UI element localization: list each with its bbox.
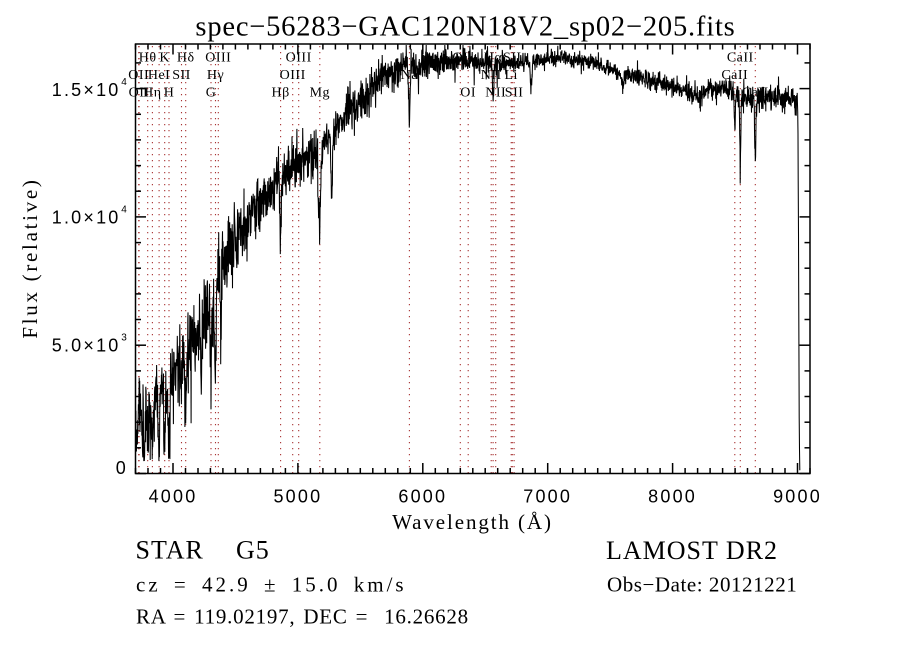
svg-text:LAMOST DR2: LAMOST DR2	[606, 536, 778, 565]
svg-text:G5: G5	[236, 536, 270, 565]
svg-text:Na: Na	[401, 68, 419, 83]
svg-text:CaII: CaII	[742, 86, 769, 101]
svg-text:3: 3	[121, 332, 127, 343]
svg-text:OI: OI	[460, 86, 476, 101]
svg-text:0: 0	[116, 458, 128, 478]
svg-text:OII: OII	[129, 86, 150, 101]
svg-text:1.5×10: 1.5×10	[52, 80, 121, 100]
svg-text:OIII: OIII	[286, 51, 312, 66]
svg-text:H: H	[164, 86, 175, 101]
svg-text:Hδ: Hδ	[177, 51, 195, 66]
svg-text:4000: 4000	[149, 487, 198, 507]
svg-text:Hα: Hα	[484, 51, 503, 66]
svg-text:6000: 6000	[398, 487, 447, 507]
svg-text:OIII: OIII	[280, 68, 306, 83]
svg-text:Flux (relative): Flux (relative)	[18, 177, 42, 338]
svg-text:OII: OII	[128, 68, 149, 83]
svg-text:Li: Li	[504, 68, 517, 83]
svg-text:G: G	[206, 86, 217, 101]
svg-text:SII: SII	[505, 86, 524, 101]
svg-text:cz = 42.9 ± 15.0 km/s: cz = 42.9 ± 15.0 km/s	[136, 573, 407, 597]
svg-text:5.0×10: 5.0×10	[52, 335, 121, 355]
svg-text:4: 4	[121, 205, 127, 216]
svg-text:NII: NII	[481, 68, 502, 83]
svg-text:5000: 5000	[273, 487, 322, 507]
svg-text:1.0×10: 1.0×10	[52, 208, 121, 228]
svg-text:4: 4	[121, 77, 127, 88]
svg-text:RA = 119.02197, DEC = 16.2662: RA = 119.02197, DEC = 16.26628	[136, 605, 469, 629]
svg-text:Hγ: Hγ	[207, 68, 224, 83]
svg-text:CaII: CaII	[727, 51, 754, 66]
svg-text:OI: OI	[452, 51, 468, 66]
svg-text:STAR: STAR	[136, 536, 204, 565]
svg-text:HeI: HeI	[148, 68, 171, 83]
svg-text:7000: 7000	[523, 487, 572, 507]
svg-text:Mg: Mg	[310, 86, 330, 101]
svg-text:9000: 9000	[773, 487, 822, 507]
svg-text:spec−56283−GAC120N18V2_sp02−20: spec−56283−GAC120N18V2_sp02−205.fits	[195, 12, 735, 43]
svg-text:K: K	[159, 51, 170, 66]
svg-text:8000: 8000	[648, 487, 697, 507]
svg-text:OIII: OIII	[205, 51, 231, 66]
svg-text:Hβ: Hβ	[271, 86, 289, 101]
svg-text:SII: SII	[172, 68, 191, 83]
svg-text:Obs−Date: 20121221: Obs−Date: 20121221	[607, 573, 797, 597]
svg-text:SII: SII	[503, 51, 522, 66]
svg-text:NII: NII	[485, 86, 506, 101]
svg-text:Hθ: Hθ	[139, 51, 157, 66]
svg-text:Wavelength (Å): Wavelength (Å)	[392, 510, 553, 534]
svg-text:Hη: Hη	[143, 86, 161, 101]
svg-text:CaII: CaII	[721, 68, 748, 83]
